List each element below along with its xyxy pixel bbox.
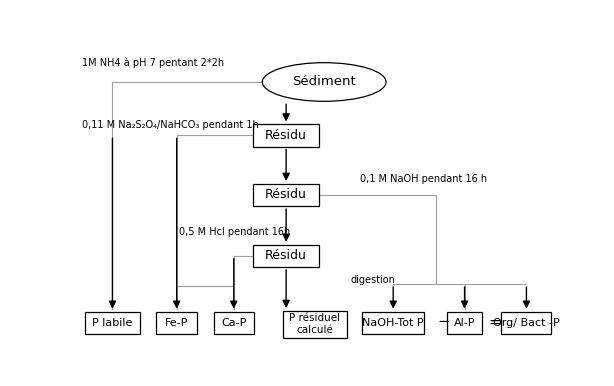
Text: 0,1 M NaOH pendant 16 h: 0,1 M NaOH pendant 16 h: [360, 174, 487, 184]
FancyBboxPatch shape: [85, 312, 140, 334]
Text: Résidu: Résidu: [265, 188, 307, 201]
Text: −: −: [438, 314, 451, 329]
Text: Résidu: Résidu: [265, 249, 307, 262]
Text: digestion: digestion: [351, 274, 395, 284]
FancyBboxPatch shape: [214, 312, 254, 334]
Text: Org/ Bact -P: Org/ Bact -P: [493, 318, 560, 328]
Text: P labile: P labile: [92, 318, 133, 328]
Text: Sédiment: Sédiment: [292, 76, 356, 88]
FancyBboxPatch shape: [253, 184, 319, 206]
Text: Résidu: Résidu: [265, 129, 307, 142]
Text: Ca-P: Ca-P: [221, 318, 246, 328]
Ellipse shape: [262, 63, 386, 101]
Text: =: =: [488, 314, 501, 329]
Text: Al-P: Al-P: [454, 318, 475, 328]
FancyBboxPatch shape: [502, 312, 551, 334]
FancyBboxPatch shape: [157, 312, 197, 334]
FancyBboxPatch shape: [447, 312, 483, 334]
Text: 0,5 M Hcl pendant 16h: 0,5 M Hcl pendant 16h: [179, 227, 290, 237]
FancyBboxPatch shape: [253, 245, 319, 267]
FancyBboxPatch shape: [362, 312, 424, 334]
Text: 0,11 M Na₂S₂O₄/NaHCO₃ pendant 1h: 0,11 M Na₂S₂O₄/NaHCO₃ pendant 1h: [82, 120, 258, 130]
Text: NaOH-Tot P: NaOH-Tot P: [362, 318, 424, 328]
FancyBboxPatch shape: [282, 311, 347, 338]
Text: P résiduel
calculé: P résiduel calculé: [289, 313, 340, 335]
FancyBboxPatch shape: [253, 124, 319, 147]
Text: 1M NH4 à pH 7 pentant 2*2h: 1M NH4 à pH 7 pentant 2*2h: [82, 58, 223, 68]
Text: Fe-P: Fe-P: [165, 318, 188, 328]
